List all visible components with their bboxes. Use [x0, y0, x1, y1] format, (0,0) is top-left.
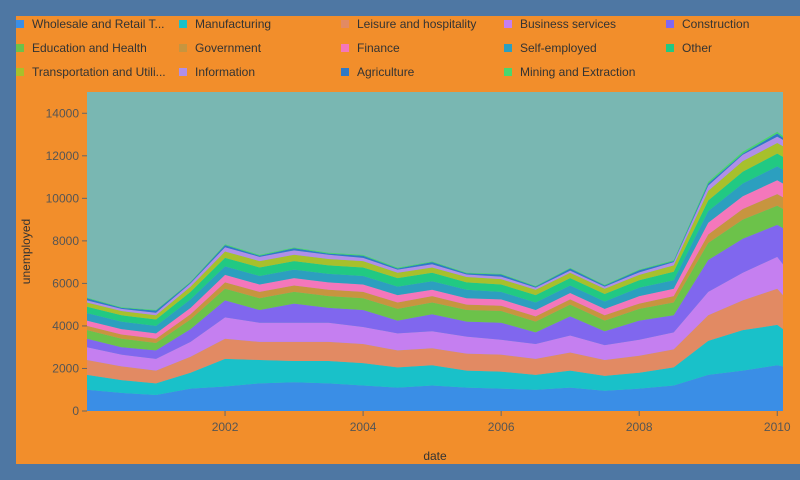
y-tick-label: 10000 — [46, 191, 80, 205]
legend-label: Wholesale and Retail T... — [32, 17, 165, 31]
legend-item[interactable]: Transportation and Utili... — [16, 64, 166, 80]
legend-swatch — [341, 44, 349, 52]
legend-label: Construction — [682, 17, 750, 31]
area-series — [87, 288, 783, 384]
legend-item[interactable]: Wholesale and Retail T... — [16, 16, 165, 32]
x-axis: 2002 2004 2006 2008 2010 — [212, 411, 791, 434]
legend-label: Other — [682, 41, 713, 55]
legend-swatch — [179, 44, 187, 52]
legend-item[interactable]: Construction — [666, 16, 749, 32]
legend-swatch — [504, 68, 512, 76]
y-axis: 0 2000 4000 6000 8000 10000 12000 14000 — [46, 106, 87, 418]
legend-label: Agriculture — [357, 65, 415, 79]
legend-item[interactable]: Leisure and hospitality — [341, 16, 476, 32]
legend-swatch — [16, 20, 24, 28]
legend-item[interactable]: Manufacturing — [179, 16, 271, 32]
legend-item[interactable]: Government — [179, 40, 261, 56]
legend: Wholesale and Retail T... Manufacturing Le… — [16, 16, 800, 88]
legend-swatch — [504, 20, 512, 28]
y-tick-label: 2000 — [52, 361, 79, 375]
legend-item[interactable]: Mining and Extraction — [504, 64, 635, 80]
legend-label: Leisure and hospitality — [357, 17, 477, 31]
chart-frame: Wholesale and Retail T... Manufacturing Le… — [16, 16, 800, 464]
y-tick-label: 0 — [72, 404, 79, 418]
area-series — [87, 365, 783, 411]
legend-label: Information — [195, 65, 256, 79]
x-tick-label: 2004 — [350, 420, 377, 434]
legend-label: Education and Health — [32, 41, 147, 55]
legend-item[interactable]: Finance — [341, 40, 400, 56]
legend-item[interactable]: Education and Health — [16, 40, 147, 56]
legend-swatch — [179, 20, 187, 28]
y-tick-label: 14000 — [46, 106, 80, 120]
legend-label: Government — [195, 41, 262, 55]
legend-item[interactable]: Agriculture — [341, 64, 414, 80]
legend-label: Business services — [520, 17, 617, 31]
x-tick-label: 2010 — [764, 420, 791, 434]
y-axis-title: unemployed — [19, 219, 33, 284]
y-tick-label: 12000 — [46, 149, 80, 163]
y-tick-label: 4000 — [52, 319, 79, 333]
legend-item[interactable]: Self-employed — [504, 40, 597, 56]
legend-label: Finance — [357, 41, 400, 55]
legend-item[interactable]: Information — [179, 64, 255, 80]
x-tick-label: 2006 — [488, 420, 515, 434]
legend-label: Self-employed — [520, 41, 597, 55]
legend-swatch — [341, 68, 349, 76]
legend-swatch — [666, 20, 674, 28]
y-tick-label: 6000 — [52, 276, 79, 290]
legend-label: Manufacturing — [195, 17, 272, 31]
legend-swatch — [16, 68, 24, 76]
legend-swatch — [504, 44, 512, 52]
legend-swatch — [341, 20, 349, 28]
x-axis-title: date — [423, 449, 447, 463]
legend-swatch — [666, 44, 674, 52]
legend-item[interactable]: Other — [666, 40, 712, 56]
legend-swatch — [16, 44, 24, 52]
legend-label: Mining and Extraction — [520, 65, 636, 79]
x-tick-label: 2008 — [626, 420, 653, 434]
legend-item[interactable]: Business services — [504, 16, 616, 32]
y-tick-label: 8000 — [52, 234, 79, 248]
legend-label: Transportation and Utili... — [32, 65, 166, 79]
area-series — [87, 256, 783, 371]
area-layers — [87, 131, 783, 411]
legend-swatch — [179, 68, 187, 76]
x-tick-label: 2002 — [212, 420, 239, 434]
area-series — [87, 324, 783, 396]
